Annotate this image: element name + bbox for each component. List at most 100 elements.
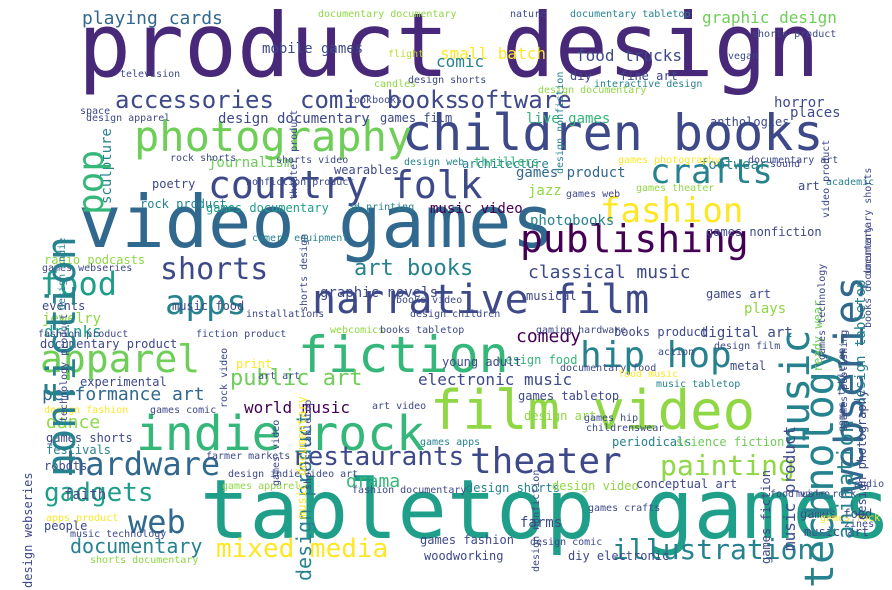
cloud-word: painting <box>660 449 795 482</box>
cloud-word: rock video <box>219 347 230 408</box>
cloud-word: games food <box>800 507 873 521</box>
cloud-word: documentary art <box>748 155 839 166</box>
cloud-word: 3d printing <box>348 202 415 213</box>
cloud-word: music tabletop <box>656 379 741 390</box>
cloud-word: technology product <box>59 313 70 422</box>
cloud-word: vegan <box>728 51 759 62</box>
cloud-word: games art <box>706 287 772 301</box>
cloud-word: books video <box>396 295 463 306</box>
cloud-word: performance art <box>42 384 205 405</box>
cloud-word: games fashion <box>420 533 514 547</box>
cloud-word: documentary shorts <box>863 167 874 276</box>
cloud-word: fashion product <box>38 329 129 340</box>
cloud-word: drama <box>346 471 401 492</box>
cloud-word: faith <box>64 487 107 503</box>
cloud-word: horror <box>774 95 825 111</box>
cloud-word: design documentary <box>538 85 647 96</box>
cloud-word: illustration <box>612 533 815 566</box>
cloud-word: books product <box>614 325 708 339</box>
cloud-word: publishing <box>520 217 749 261</box>
cloud-word: games theater <box>636 183 715 194</box>
cloud-word: space <box>80 106 111 117</box>
cloud-word: design apparel <box>86 113 171 124</box>
cloud-word: woodworking <box>424 549 504 563</box>
cloud-word: art video <box>372 401 427 412</box>
cloud-word: games film <box>380 111 453 125</box>
cloud-word: games technology <box>817 263 828 360</box>
cloud-word: people <box>44 519 88 533</box>
cloud-word: architecture <box>462 157 549 171</box>
cloud-word: food video <box>770 489 831 500</box>
cloud-word: nature <box>510 9 547 20</box>
cloud-word: gaming hardware <box>536 325 627 336</box>
cloud-word: apps <box>165 283 247 323</box>
cloud-word: apparel <box>40 337 201 381</box>
cloud-word: poetry <box>152 177 196 191</box>
cloud-word: academic <box>826 177 875 188</box>
cloud-word: experimental <box>80 375 167 389</box>
cloud-word: music product <box>780 425 799 551</box>
cloud-word: video product <box>821 139 832 218</box>
cloud-word: games shorts <box>46 431 133 445</box>
cloud-word: print <box>236 357 273 371</box>
cloud-word: musical <box>526 289 577 303</box>
cloud-word: food <box>40 265 118 303</box>
cloud-word: comic <box>436 52 485 71</box>
cloud-word: crafts <box>650 152 773 192</box>
cloud-word: interactive design <box>594 79 703 90</box>
cloud-word: music rock <box>796 489 857 500</box>
cloud-word: documentary documentary <box>318 9 457 20</box>
cloud-word: public art <box>230 366 363 391</box>
cloud-word: software <box>456 86 572 114</box>
cloud-word: theater <box>470 441 622 482</box>
cloud-word: shorts tabletop <box>303 399 314 490</box>
cloud-word: shorts product <box>752 29 837 40</box>
cloud-word: food trucks <box>576 46 682 65</box>
cloud-word: graphic novels <box>320 285 439 301</box>
cloud-word: design nonfiction <box>555 71 566 174</box>
cloud-word: restaurants <box>292 442 465 472</box>
cloud-word: documentary tabletop <box>570 9 691 20</box>
cloud-word: audio <box>854 479 885 490</box>
cloud-word: documentary product <box>40 337 178 351</box>
cloud-word: narrative film <box>312 277 650 323</box>
cloud-word: games crafts <box>588 503 661 514</box>
cloud-word: design comic <box>530 537 603 548</box>
cloud-word: fashion documentary <box>352 485 467 496</box>
cloud-word: shorts <box>160 252 269 287</box>
cloud-word: design nonfiction <box>531 469 542 572</box>
cloud-word: jazz <box>528 183 562 199</box>
cloud-word: dance <box>46 412 101 433</box>
cloud-word: jewelry <box>42 311 102 327</box>
cloud-word: sound <box>770 159 801 170</box>
cloud-word: film video <box>430 379 756 442</box>
cloud-word: places <box>790 105 841 121</box>
cloud-word: design film <box>714 341 781 352</box>
cloud-word: art books <box>354 256 474 281</box>
cloud-word: plays <box>744 301 787 317</box>
cloud-word: conceptual art <box>636 477 738 491</box>
cloud-word: childrenswear <box>586 423 665 434</box>
cloud-word: art <box>798 179 820 193</box>
cloud-word: design fashion <box>44 405 129 416</box>
cloud-word: footwear <box>700 157 768 173</box>
cloud-word: hip hop <box>580 335 732 376</box>
cloud-word: diy electronic <box>568 549 670 563</box>
cloud-word: video art <box>304 469 359 480</box>
cloud-word: gadgets <box>44 478 154 508</box>
cloud-word: games web <box>566 189 621 200</box>
cloud-word: design indie <box>228 469 301 480</box>
cloud-word: games video <box>271 419 282 486</box>
cloud-word: music food <box>172 299 245 313</box>
cloud-word: anthologies <box>710 115 790 129</box>
cloud-word: nonfiction product <box>246 177 355 188</box>
cloud-word: camera equipment <box>252 233 349 244</box>
cloud-word: playing cards <box>82 8 223 29</box>
cloud-word: mobile games <box>262 41 364 57</box>
cloud-word: apps product <box>46 513 119 524</box>
cloud-word: music art <box>804 525 870 539</box>
cloud-word: fashion <box>600 191 744 231</box>
cloud-word: digital art <box>700 325 793 341</box>
cloud-word: flight <box>388 49 425 60</box>
